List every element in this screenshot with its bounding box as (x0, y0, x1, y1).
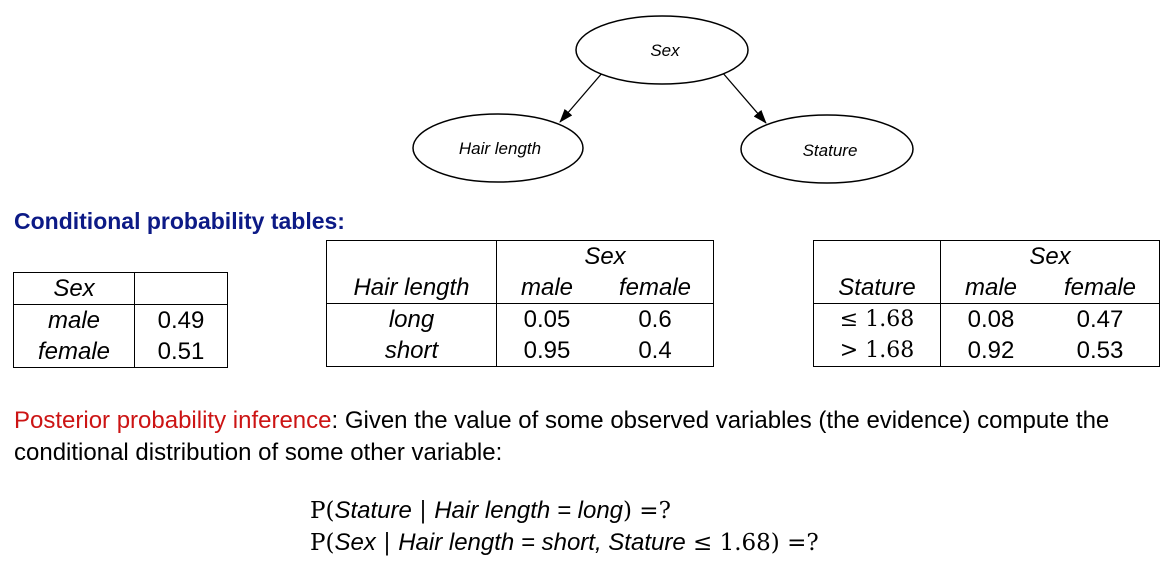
cpt-hair-col-header: male (497, 272, 598, 304)
query-stature-given-hair: P(Stature | Hair length = long) =? (310, 495, 819, 527)
edge-sex-to-hair-length (560, 72, 603, 122)
cpt-hair-col-header: female (597, 272, 714, 304)
cpt-hair-cell: 0.6 (597, 304, 714, 336)
cpt-stature-group-header: Sex (941, 241, 1160, 273)
node-stature-label: Stature (803, 141, 858, 160)
cpt-stature-col-header: male (941, 272, 1042, 304)
cpt-hair-row-label: short (327, 335, 497, 367)
cpt-sex-header: Sex (14, 273, 135, 305)
cpt-sex: Sex male 0.49 female 0.51 (13, 272, 228, 368)
cpt-hair-length: Sex Hair length male female long 0.05 0.… (326, 240, 714, 367)
node-hair-length: Hair length (413, 114, 583, 182)
posterior-inference-term: Posterior probability inference (14, 407, 332, 434)
cpt-stature-cell: 0.08 (941, 304, 1042, 336)
node-stature: Stature (741, 115, 913, 183)
cpt-stature-cell: 0.92 (941, 335, 1042, 367)
query-formulas: P(Stature | Hair length = long) =? P(Sex… (310, 495, 819, 559)
cpt-hair-group-header: Sex (497, 241, 714, 273)
cpt-stature-col-header: female (1041, 272, 1160, 304)
cpt-sex-row-value: 0.51 (135, 336, 228, 368)
cpt-hair-row-label: long (327, 304, 497, 336)
cpt-sex-row-label: female (14, 336, 135, 368)
cpt-stature-cell: 0.47 (1041, 304, 1160, 336)
cpt-hair-var-header: Hair length (327, 272, 497, 304)
edge-sex-to-stature (722, 72, 766, 123)
query-sex-given-hair-and-stature: P(Sex | Hair length = short, Stature ≤ 1… (310, 527, 819, 559)
node-sex-label: Sex (650, 41, 680, 60)
cpt-stature-var-header: Stature (814, 272, 941, 304)
section-title: Conditional probability tables: (14, 208, 345, 235)
node-sex: Sex (576, 16, 748, 84)
cpt-stature-cell: 0.53 (1041, 335, 1160, 367)
cpt-stature-row-label: > 1.68 (814, 335, 941, 367)
node-hair-length-label: Hair length (459, 139, 541, 158)
cpt-hair-cell: 0.95 (497, 335, 598, 367)
cpt-stature: Sex Stature male female ≤ 1.68 0.08 0.47… (813, 240, 1160, 367)
cpt-hair-cell: 0.4 (597, 335, 714, 367)
bayesian-network-diagram: Sex Hair length Stature (0, 0, 1171, 200)
cpt-sex-row-value: 0.49 (135, 305, 228, 337)
cpt-stature-row-label: ≤ 1.68 (814, 304, 941, 336)
posterior-inference-description: Posterior probability inference: Given t… (14, 405, 1164, 469)
cpt-hair-cell: 0.05 (497, 304, 598, 336)
cpt-sex-row-label: male (14, 305, 135, 337)
